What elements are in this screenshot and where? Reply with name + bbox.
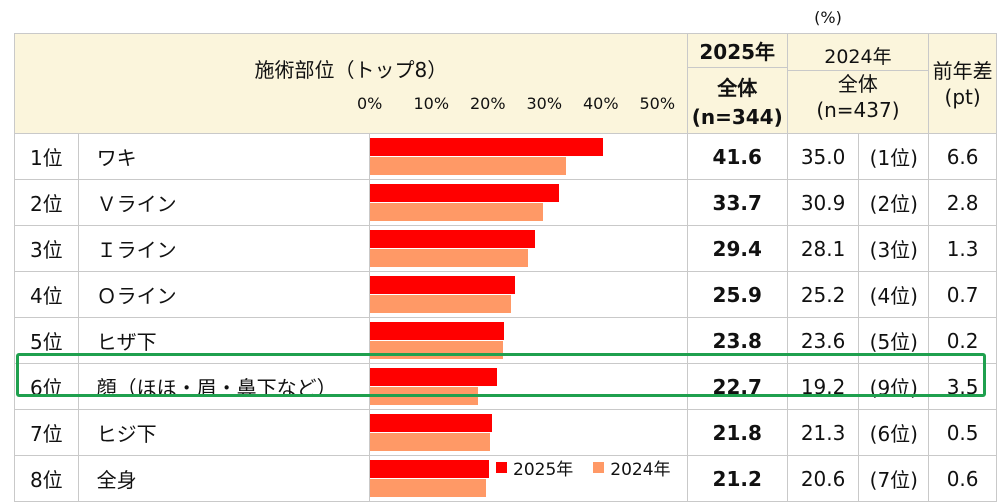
value-2025: 41.6 [686,133,788,180]
chart-title: 施術部位（トップ8） [254,57,448,82]
header-diff: 前年差 (pt) [928,33,997,134]
bar-cell [369,409,688,456]
item-cell: Ｖライン [77,179,371,226]
rank-cell: 5位 [14,317,79,364]
diff-value: 6.6 [928,133,997,180]
value-2025: 21.2 [686,455,788,502]
value-2024: 30.9 [786,179,860,226]
rank-cell: 4位 [14,271,79,318]
value-2025: 25.9 [686,271,788,318]
axis-tick-label: 20% [470,93,506,113]
bar-2024 [370,249,528,267]
value-2025: 29.4 [686,225,788,272]
axis-tick-label: 30% [526,93,563,113]
axis-tick-label: 40% [583,93,619,113]
header-2025-sub1: 全体 [717,76,758,100]
axis-tick-label: 0% [357,93,383,113]
bar-2024 [370,479,486,497]
axis-tick-label: 10% [413,93,450,113]
value-2025: 23.8 [686,317,788,364]
table-row: 4位 Ｏライン 25.9 25.2 (4位) 0.7 [14,271,997,318]
bar-2025 [370,368,498,386]
legend-label-2025: 2025年 [513,460,574,480]
rank-2024: (4位) [858,271,930,318]
bar-cell [369,225,688,272]
rank-cell: 8位 [14,455,79,502]
value-2024: 35.0 [786,133,860,180]
item-cell: ヒザ下 [77,317,371,364]
table-row: 3位 Ｉライン 29.4 28.1 (3位) 1.3 [14,225,997,272]
ranking-table: 施術部位（トップ8） 0% 10% 20% 30% 40% 50% 2025年 全体 (n… [14,33,997,502]
bar-2024 [370,295,512,313]
value-2025: 21.8 [686,409,788,456]
item-cell: 全身 [77,455,371,502]
bar-cell [369,271,688,318]
diff-value: 0.7 [928,271,997,318]
header-2024-sub2: (n=437) [816,98,900,122]
value-2025: 33.7 [686,179,788,226]
rank-2024: (6位) [858,409,930,456]
header-diff-1: 前年差 [932,58,993,83]
table-row: 7位 ヒジ下 21.8 21.3 (6位) 0.5 [14,409,997,456]
axis-tick-label: 50% [639,93,676,113]
rank-2024: (2位) [858,179,930,226]
bar-2025 [370,184,560,202]
diff-value: 0.5 [928,409,997,456]
item-cell: Ｏライン [77,271,371,318]
bar-cell [369,133,688,180]
rank-cell: 2位 [14,179,79,226]
bar-2024 [370,203,544,221]
bar-2025 [370,138,604,156]
unit-label: (%) [814,8,842,27]
rank-cell: 6位 [14,363,79,410]
table-row: 2位 Ｖライン 33.7 30.9 (2位) 2.8 [14,179,997,226]
value-2024: 21.3 [786,409,860,456]
header-2024-sub1: 全体 [837,72,878,96]
rank-2024: (7位) [858,455,930,502]
bar-2025 [370,414,493,432]
bar-2024 [370,157,567,175]
diff-value: 0.2 [928,317,997,364]
chart-legend: 2025年 2024年 [496,455,671,480]
bar-2025 [370,322,504,340]
item-cell: Ｉライン [77,225,371,272]
value-2024: 20.6 [786,455,860,502]
highlight-frame [16,353,986,397]
item-cell: ヒジ下 [77,409,371,456]
table-row: 5位 ヒザ下 23.8 23.6 (5位) 0.2 [14,317,997,364]
rank-2024: (3位) [858,225,930,272]
diff-value: 2.8 [928,179,997,226]
rank-cell: 1位 [14,133,79,180]
legend-swatch-2025 [496,462,507,473]
header-2024-year: 2024年 [787,44,929,71]
legend-swatch-2024 [593,462,605,473]
header-diff-2: (pt) [944,84,981,109]
bar-cell [369,179,688,226]
table-row: 1位 ワキ 41.6 35.0 (1位) 6.6 [14,133,997,180]
header-2025: 2025年 全体 (n=344) [686,33,788,134]
bar-2025 [370,230,535,248]
rank-cell: 3位 [14,225,79,272]
bar-2024 [370,433,490,451]
rank-cell: 7位 [14,409,79,456]
value-2024: 25.2 [786,271,860,318]
rank-2024: (1位) [858,133,930,180]
header-2025-year: 2025年 [687,34,787,68]
diff-value: 1.3 [928,225,997,272]
header-2025-sub2: (n=344) [691,105,783,129]
bar-cell [369,455,688,502]
bar-2025 [370,460,490,478]
header-2024: 2024年 全体 (n=437) [786,33,930,134]
diff-value: 0.6 [928,455,997,502]
item-cell: ワキ [77,133,371,180]
bar-2025 [370,276,516,294]
header-title-cell: 施術部位（トップ8） 0% 10% 20% 30% 40% 50% [14,33,688,134]
value-2024: 28.1 [786,225,860,272]
legend-label-2024: 2024年 [610,460,671,480]
